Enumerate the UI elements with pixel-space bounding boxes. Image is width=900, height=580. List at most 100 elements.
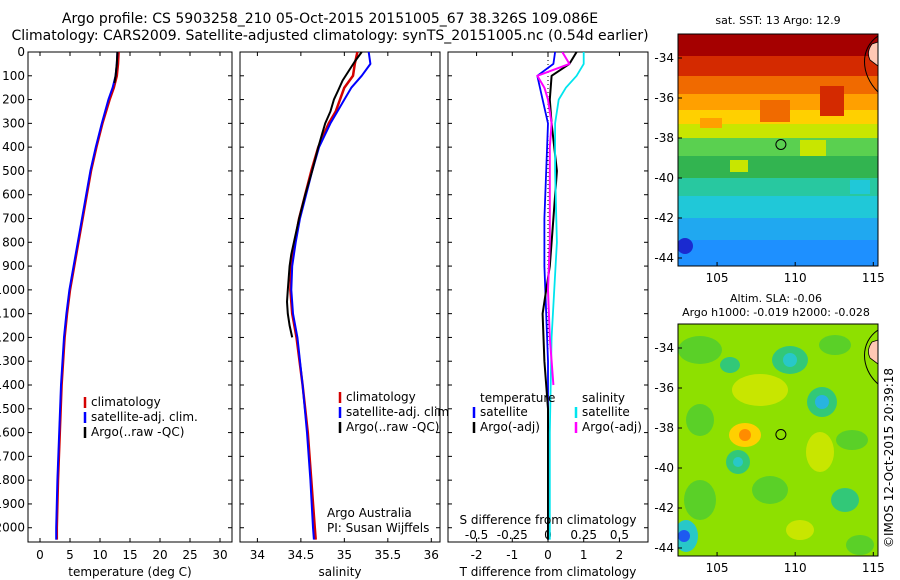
y-tick-label: 1900: [0, 497, 25, 511]
y-tick-label: 0: [17, 45, 25, 59]
top-x-tick-label: 0.5: [610, 528, 629, 542]
figure-title-line2: Climatology: CARS2009. Satellite-adjuste…: [11, 28, 649, 44]
difference-xlabel: T difference from climatology: [459, 565, 637, 579]
top-x-tick-label: -0.25: [497, 528, 528, 542]
x-tick-label: 1: [580, 548, 588, 562]
x-tick-label: 36: [424, 548, 439, 562]
difference-panel: -2 -1 0 1 2-0.5 -0.25 0 0.25 0.5 T difference fr…: [447, 51, 649, 579]
legend-salinity-header: salinity: [582, 391, 625, 405]
series-satellite-adj-clim-line: [55, 52, 119, 540]
series-argo-raw-qc-line: [286, 52, 363, 338]
y-tick-label: 300: [2, 116, 25, 130]
legend-argo-label: Argo(..raw -QC): [346, 420, 439, 434]
map-y-tick-label: -42: [654, 211, 674, 225]
x-tick-label: 2: [616, 548, 624, 562]
y-tick-label: 1200: [0, 330, 25, 344]
y-tick-label: 1500: [0, 402, 25, 416]
legend-t-argo-label: Argo(-adj): [480, 420, 540, 434]
temperature-panel: 0 5 10 15 20 25 300100200300400500600700800900…: [0, 45, 233, 579]
salinity-axes-box: [239, 51, 441, 543]
credit-note: ©IMOS 12-Oct-2015 20:39:18: [882, 368, 896, 548]
map-x-tick-label: 110: [784, 561, 807, 575]
y-tick-label: 1000: [0, 283, 25, 297]
legend-satellite-label: satellite-adj. clim.: [91, 410, 198, 424]
x-tick-label: 34.5: [288, 548, 315, 562]
legend-climatology-label: climatology: [91, 395, 161, 409]
y-tick-label: 1400: [0, 378, 25, 392]
map-y-tick-label: -40: [654, 461, 674, 475]
legend-s-satellite-label: satellite: [582, 405, 630, 419]
pi-note: PI: Susan Wijffels: [327, 521, 429, 535]
figure-title-line1: Argo profile: CS 5903258_210 05-Oct-2015…: [61, 11, 599, 27]
sst-map-ticks: 105 110 115 -34 -36 -38 -40 -42 -44: [654, 51, 884, 285]
series-argo-raw-qc-line: [113, 52, 119, 84]
sla-argo-location-marker: [775, 429, 787, 440]
sst-map-panel: sat. SST: 13 Argo: 12.9: [654, 14, 884, 285]
y-tick-label: 1800: [0, 473, 25, 487]
y-tick-label: 100: [2, 69, 25, 83]
y-tick-label: 200: [2, 93, 25, 107]
sst-map-field: [678, 34, 878, 266]
y-tick-label: 800: [2, 235, 25, 249]
y-tick-label: 1700: [0, 449, 25, 463]
x-tick-label: 0: [36, 548, 44, 562]
salinity-ticks: 34 34.5 35 35.5 36: [240, 51, 440, 562]
x-tick-label: -2: [471, 548, 483, 562]
legend-s-argo-label: Argo(-adj): [582, 420, 642, 434]
map-y-tick-label: -36: [654, 91, 674, 105]
salinity-lines: [286, 52, 372, 540]
x-tick-label: 5: [66, 548, 74, 562]
map-x-tick-label: 105: [706, 271, 729, 285]
x-tick-label: 15: [122, 548, 137, 562]
y-tick-label: 700: [2, 212, 25, 226]
sla-map-subtitle: Argo h1000: -0.019 h2000: -0.028: [682, 306, 870, 319]
x-tick-label: 35.5: [374, 548, 401, 562]
map-y-tick-label: -42: [654, 501, 674, 515]
y-tick-label: 600: [2, 188, 25, 202]
top-x-tick-label: 0.25: [570, 528, 597, 542]
map-y-tick-label: -34: [654, 51, 674, 65]
map-x-tick-label: 115: [862, 271, 885, 285]
map-x-tick-label: 110: [784, 271, 807, 285]
map-y-tick-label: -36: [654, 381, 674, 395]
sla-map-field: [678, 324, 878, 556]
map-y-tick-label: -38: [654, 421, 674, 435]
temperature-legend: climatology satellite-adj. clim. Argo(..…: [83, 395, 198, 439]
x-tick-label: 10: [92, 548, 107, 562]
y-tick-label: 1600: [0, 426, 25, 440]
x-tick-label: 35: [337, 548, 352, 562]
temperature-ticks: 0 5 10 15 20 25 300100200300400500600700800900…: [0, 45, 232, 562]
temperature-axes-box: [27, 51, 233, 543]
y-tick-label: 500: [2, 164, 25, 178]
map-y-tick-label: -34: [654, 341, 674, 355]
sla-map-frame: [677, 323, 879, 557]
legend-satellite-label: satellite-adj. clim.: [346, 405, 453, 419]
y-tick-label: 1100: [0, 307, 25, 321]
legend-t-satellite-label: satellite: [480, 405, 528, 419]
series-temperature-argo-adj-line: [541, 52, 578, 540]
x-tick-label: 30: [212, 548, 227, 562]
sst-map-frame: [677, 33, 879, 267]
sla-map-title: Altim. SLA: -0.06: [730, 292, 822, 305]
series-salinity-satellite-line: [548, 52, 585, 540]
x-tick-label: -1: [506, 548, 518, 562]
top-x-tick-label: -0.5: [465, 528, 488, 542]
temperature-xlabel: temperature (deg C): [68, 565, 191, 579]
x-tick-label: 20: [152, 548, 167, 562]
source-note: Argo Australia: [327, 506, 412, 520]
y-tick-label: 1300: [0, 354, 25, 368]
salinity-xlabel: salinity: [318, 565, 361, 579]
difference-lines: [536, 52, 585, 540]
sla-map-panel: Altim. SLA: -0.06 Argo h1000: -0.019 h20…: [654, 292, 884, 575]
map-x-tick-label: 115: [862, 561, 885, 575]
difference-legend: temperature salinity satellite Argo(-adj…: [472, 391, 642, 434]
y-tick-label: 2000: [0, 521, 25, 535]
sst-map-title: sat. SST: 13 Argo: 12.9: [715, 14, 840, 27]
map-y-tick-label: -44: [654, 251, 674, 265]
legend-argo-label: Argo(..raw -QC): [91, 425, 184, 439]
salinity-legend: climatology satellite-adj. clim. Argo(..…: [338, 390, 453, 434]
legend-climatology-label: climatology: [346, 390, 416, 404]
x-tick-label: 25: [182, 548, 197, 562]
x-tick-label: 0: [544, 548, 552, 562]
